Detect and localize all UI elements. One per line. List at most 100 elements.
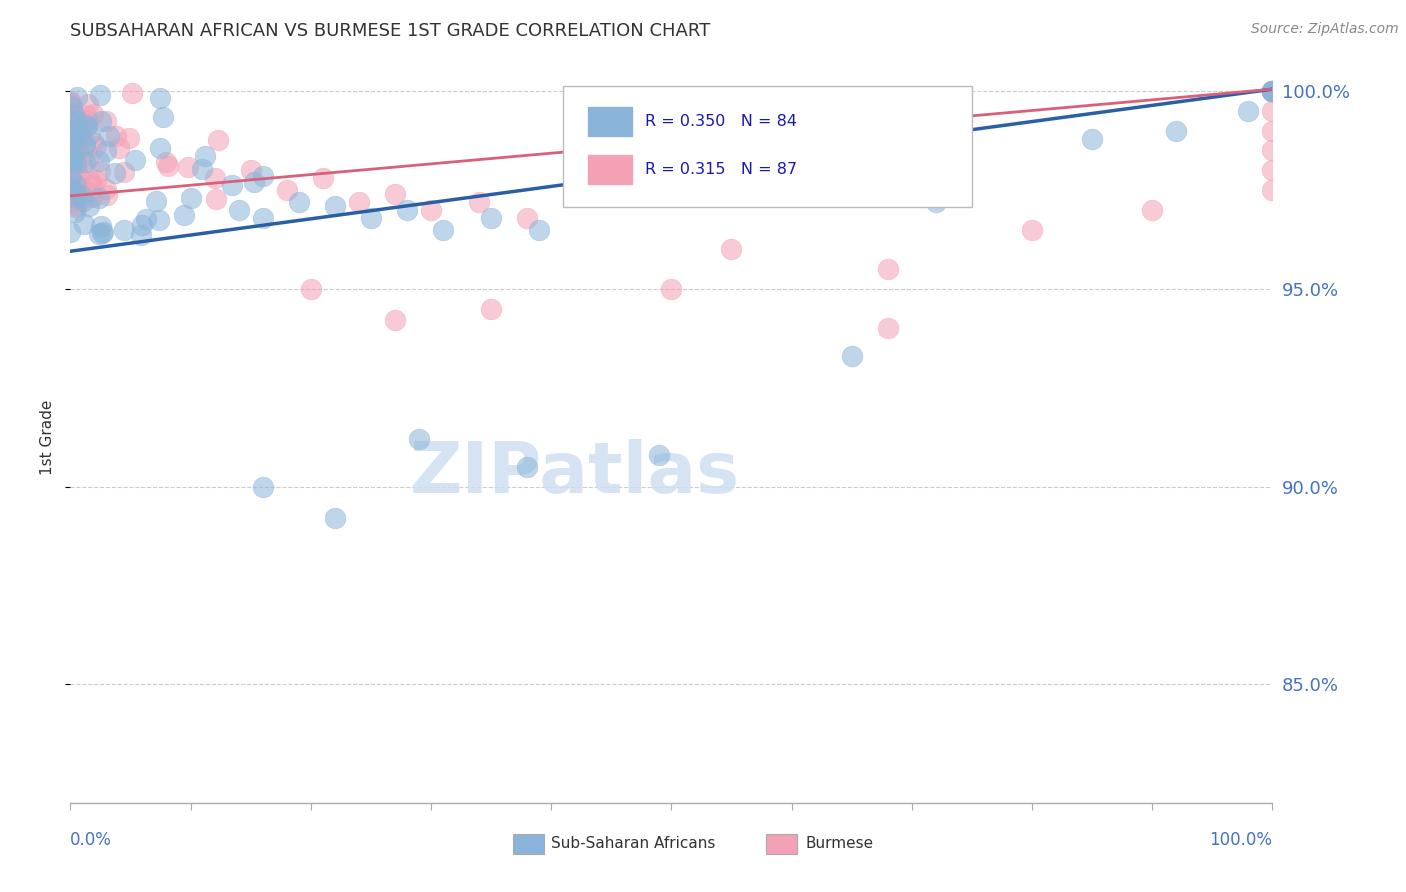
Point — [105, 129, 128, 144]
Point — [420, 202, 443, 217]
Point — [62, 148, 84, 162]
Point — [72, 150, 94, 164]
Point — [384, 313, 406, 327]
Point — [155, 155, 177, 169]
Point — [173, 208, 195, 222]
Point — [62, 134, 84, 148]
Point — [59, 195, 82, 210]
Bar — [588, 106, 633, 137]
Point — [1166, 123, 1188, 137]
Point — [432, 222, 454, 236]
Text: 100.0%: 100.0% — [1209, 831, 1272, 849]
Point — [59, 150, 82, 164]
Point — [69, 126, 91, 140]
Point — [252, 211, 274, 225]
Point — [67, 139, 90, 153]
Point — [63, 142, 86, 156]
Point — [1261, 103, 1284, 118]
Text: ZIPatlas: ZIPatlas — [411, 439, 740, 508]
Y-axis label: 1st Grade: 1st Grade — [39, 400, 55, 475]
Point — [76, 109, 98, 123]
Point — [96, 144, 118, 158]
Point — [65, 178, 87, 192]
Point — [516, 211, 538, 225]
Point — [59, 96, 82, 111]
Point — [59, 157, 82, 171]
Point — [65, 155, 87, 169]
Point — [67, 144, 90, 158]
Point — [59, 174, 82, 188]
Point — [720, 242, 742, 256]
Point — [60, 126, 83, 140]
Point — [149, 141, 172, 155]
Text: Burmese: Burmese — [806, 837, 873, 851]
Point — [1261, 163, 1284, 178]
Point — [79, 173, 101, 187]
Point — [75, 139, 97, 153]
Point — [59, 161, 82, 175]
Point — [60, 183, 83, 197]
Point — [63, 139, 86, 153]
Point — [76, 118, 98, 132]
Point — [75, 154, 97, 169]
Point — [82, 135, 104, 149]
Point — [516, 459, 538, 474]
Point — [65, 122, 87, 136]
Point — [323, 199, 346, 213]
Point — [96, 187, 118, 202]
Point — [180, 191, 202, 205]
Point — [149, 91, 172, 105]
Point — [252, 479, 274, 493]
Point — [1261, 84, 1284, 98]
Point — [65, 145, 87, 160]
Point — [323, 511, 346, 525]
Point — [527, 222, 550, 236]
Point — [67, 169, 90, 183]
Point — [104, 166, 127, 180]
Point — [1021, 222, 1043, 236]
Point — [77, 185, 100, 199]
Point — [87, 191, 110, 205]
Point — [204, 171, 226, 186]
Point — [60, 175, 83, 189]
Point — [69, 118, 91, 132]
Point — [479, 211, 502, 225]
Point — [90, 226, 112, 240]
Point — [408, 432, 430, 446]
Point — [228, 202, 250, 217]
Point — [66, 114, 89, 128]
Point — [59, 145, 82, 160]
Point — [157, 159, 180, 173]
Point — [112, 223, 135, 237]
Point — [59, 170, 82, 185]
Point — [82, 178, 104, 192]
Point — [468, 194, 491, 209]
Point — [148, 213, 170, 227]
Point — [1261, 84, 1284, 98]
Point — [1261, 183, 1284, 197]
Point — [1142, 202, 1164, 217]
Point — [62, 100, 84, 114]
Point — [97, 128, 120, 143]
Point — [62, 181, 84, 195]
Point — [135, 211, 157, 226]
Point — [65, 158, 87, 172]
Point — [60, 159, 83, 173]
Text: R = 0.350   N = 84: R = 0.350 N = 84 — [645, 114, 797, 129]
Point — [72, 194, 94, 209]
Point — [1261, 123, 1284, 137]
Point — [90, 113, 112, 128]
Point — [299, 282, 322, 296]
Point — [194, 149, 217, 163]
Point — [118, 131, 141, 145]
Point — [76, 114, 98, 128]
Point — [221, 178, 243, 193]
Point — [177, 160, 200, 174]
Point — [94, 182, 117, 196]
Point — [1261, 84, 1284, 98]
Text: R = 0.315   N = 87: R = 0.315 N = 87 — [645, 161, 797, 177]
Point — [841, 349, 863, 363]
Point — [876, 262, 898, 277]
Point — [661, 282, 683, 296]
Point — [207, 133, 229, 147]
